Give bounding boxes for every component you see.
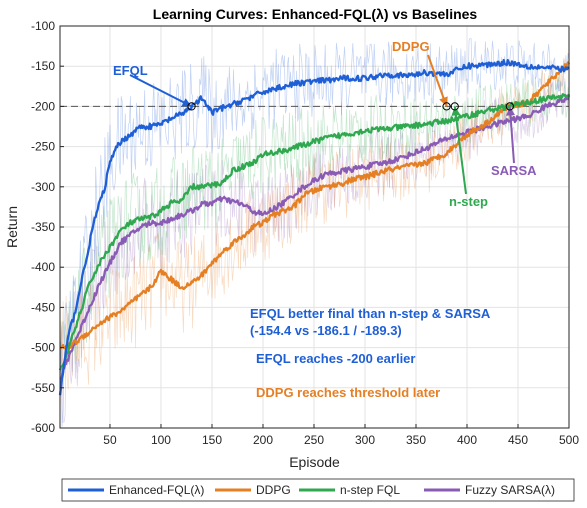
y-tick-label: -150 xyxy=(31,59,55,73)
y-tick-label: -100 xyxy=(31,19,55,33)
series-line xyxy=(59,94,571,381)
y-axis-label: Return xyxy=(4,206,20,248)
annotation-reaches-later: DDPG reaches threshold later xyxy=(256,385,440,400)
annotation-final-values: (-154.4 vs -186.1 / -189.3) xyxy=(250,323,402,338)
raw-episode-traces xyxy=(59,37,570,427)
crossing-marker xyxy=(450,102,459,111)
raw-trace xyxy=(59,73,570,373)
legend-label: Enhanced-FQL(λ) xyxy=(109,483,204,497)
x-tick-label: 400 xyxy=(457,433,477,447)
pointer-arrowhead xyxy=(181,98,192,107)
y-tick-label: -200 xyxy=(31,99,55,113)
annotation-better-final: EFQL better final than n-step & SARSA xyxy=(250,306,491,321)
text-annotations: EFQL better final than n-step & SARSA (-… xyxy=(250,306,491,400)
raw-trace xyxy=(59,37,570,427)
x-axis-label: Episode xyxy=(289,454,340,470)
series-line xyxy=(59,61,571,350)
x-tick-label: 50 xyxy=(103,433,117,447)
series-line xyxy=(58,58,570,396)
crossing-marker xyxy=(187,102,196,111)
y-tick-label: -350 xyxy=(31,220,55,234)
pointer-arrowhead xyxy=(451,106,461,116)
crossing-marker xyxy=(442,102,451,111)
pointer-arrow xyxy=(508,106,515,164)
series-line xyxy=(58,93,571,371)
y-tick-label: -550 xyxy=(31,381,55,395)
x-tick-label: 500 xyxy=(559,433,579,447)
pointer-arrow xyxy=(453,106,467,195)
x-tick-label: 200 xyxy=(253,433,273,447)
x-tick-label: 450 xyxy=(508,433,528,447)
legend-label: n-step FQL xyxy=(340,483,400,497)
x-tick-label: 150 xyxy=(202,433,222,447)
axis-ticks: 50 100 150 200 250 300 350 400 450 500 -600 -550 -50… xyxy=(31,19,579,447)
y-tick-label: -600 xyxy=(31,421,55,435)
y-tick-label: -300 xyxy=(31,180,55,194)
crossing-pointers xyxy=(129,54,515,195)
sarsa-callout: SARSA xyxy=(491,163,537,178)
annotation-reaches-earlier: EFQL reaches -200 earlier xyxy=(256,351,415,366)
pointer-arrowhead xyxy=(439,96,448,107)
y-tick-label: -500 xyxy=(31,341,55,355)
crossing-markers xyxy=(187,102,514,111)
x-tick-label: 250 xyxy=(304,433,324,447)
series-callouts: EFQL DDPG n-step SARSA xyxy=(113,39,537,209)
y-tick-label: -450 xyxy=(31,300,55,314)
x-tick-label: 300 xyxy=(355,433,375,447)
x-tick-label: 100 xyxy=(151,433,171,447)
y-tick-label: -250 xyxy=(31,140,55,154)
efql-callout: EFQL xyxy=(113,63,148,78)
chart-title: Learning Curves: Enhanced-FQL(λ) vs Base… xyxy=(153,6,478,22)
pointer-arrowhead xyxy=(506,106,515,116)
nstep-callout: n-step xyxy=(449,194,488,209)
x-tick-label: 350 xyxy=(406,433,426,447)
crossing-marker xyxy=(505,102,514,111)
pointer-arrow xyxy=(427,54,448,107)
legend: Enhanced-FQL(λ) DDPG n-step FQL Fuzzy SARSA… xyxy=(68,483,555,497)
ddpg-callout: DDPG xyxy=(392,39,430,54)
raw-trace xyxy=(59,78,570,424)
y-tick-label: -400 xyxy=(31,260,55,274)
legend-label: DDPG xyxy=(256,483,291,497)
pointer-arrow xyxy=(129,74,193,108)
legend-label: Fuzzy SARSA(λ) xyxy=(465,483,555,497)
series-lines xyxy=(58,58,571,396)
